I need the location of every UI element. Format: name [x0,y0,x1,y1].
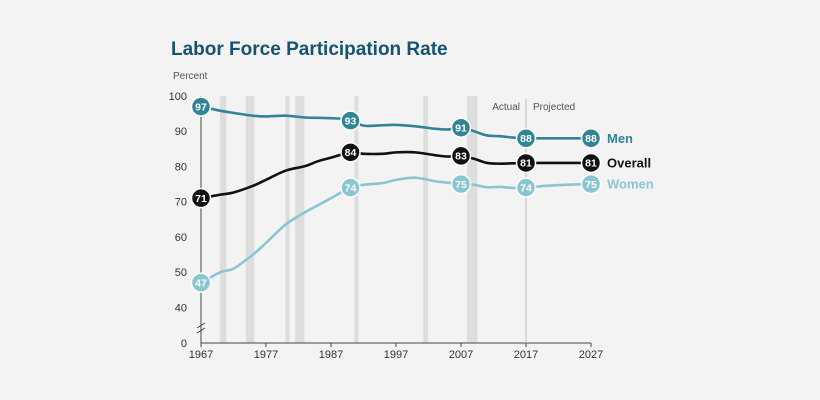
y-tick-label: 100 [169,91,187,103]
legend-overall: Overall [607,155,651,170]
data-label-women: 74 [520,182,532,194]
data-marker-women [340,177,361,198]
recession-band [285,96,290,343]
data-label-overall: 83 [455,151,467,163]
recession-band [219,96,227,343]
recession-band [423,96,428,343]
data-marker-women [515,177,537,198]
series-line-men [199,105,593,140]
data-label-women: 74 [345,182,357,194]
axis-break-icon [196,322,206,334]
data-label-men: 88 [585,133,597,145]
data-marker-men [580,128,602,149]
data-marker-men [340,110,361,131]
y-tick-label: 80 [175,161,187,173]
legend: Men Overall Women [607,131,654,192]
projected-label: Projected [533,102,575,113]
data-label-overall: 71 [195,193,207,205]
x-tick-label: 2017 [514,349,538,361]
x-tick-label: 1967 [189,349,213,361]
data-label-men: 93 [345,115,357,127]
x-tick-label: 2027 [579,349,603,361]
y-tick-label: 70 [175,197,187,209]
y-tick-label: 0 [181,338,187,350]
series-line-women [199,176,593,285]
axes: 0 40 50 60 70 80 90 100 1967 1977 1987 1997 2007 2017… [169,91,604,361]
legend-men: Men [607,131,633,146]
data-marker-overall [190,187,212,209]
data-marker-overall [580,152,602,174]
y-tick-label: 60 [175,232,187,244]
data-marker-overall [340,142,361,163]
series-line-overall [199,150,593,200]
data-label-overall: 84 [345,147,357,159]
x-tick-label: 1977 [254,349,278,361]
data-label-women: 75 [455,179,467,191]
x-tick-label: 1997 [384,349,408,361]
chart-title: Labor Force Participation Rate [171,39,448,60]
series-lines [199,105,593,285]
recession-band [295,96,305,343]
data-label-men: 88 [520,133,532,145]
data-marker-women [190,272,212,293]
y-tick-label: 50 [175,267,187,279]
data-labels: 97 93 91 88 88 71 84 83 81 81 47 74 75 74 75 [190,96,602,293]
data-label-women: 47 [195,278,207,290]
data-label-men: 91 [455,123,467,135]
data-label-men: 97 [195,101,207,113]
legend-women: Women [607,177,654,192]
data-marker-women [450,173,472,195]
y-tick-label: 90 [175,126,187,138]
x-tick-label: 2007 [449,349,473,361]
y-tick-label: 40 [175,302,187,314]
data-marker-overall [515,152,537,174]
data-label-women: 75 [585,179,597,191]
data-marker-women [580,173,602,195]
recession-band [466,96,478,343]
data-marker-men [190,96,212,117]
data-label-overall: 81 [520,158,532,170]
y-axis-label: Percent [173,71,208,82]
recession-band [354,96,359,343]
data-label-overall: 81 [585,158,597,170]
data-marker-men [450,117,472,138]
recession-band [245,96,255,343]
data-marker-overall [450,145,472,167]
actual-label: Actual [492,102,520,113]
x-tick-label: 1987 [319,349,343,361]
recession-bands [219,96,478,343]
data-marker-men [515,128,537,149]
